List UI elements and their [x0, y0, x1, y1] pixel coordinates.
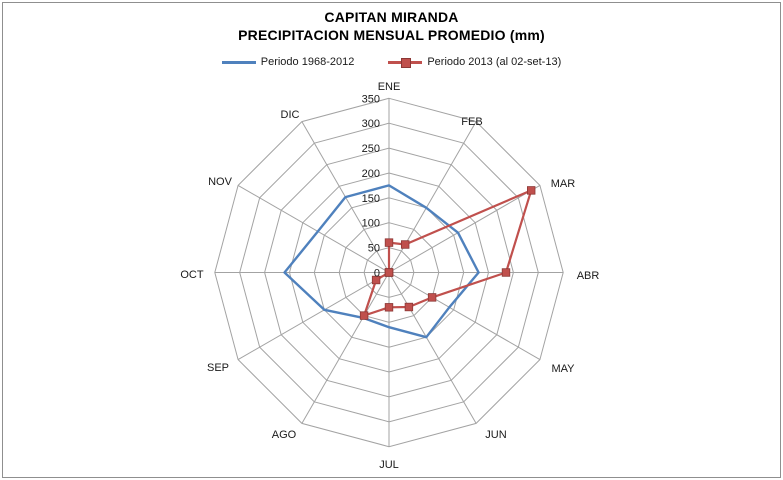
- category-label-DIC: DIC: [281, 109, 300, 121]
- radial-tick-label-100: 100: [362, 218, 380, 230]
- radial-tick-label-150: 150: [362, 193, 380, 205]
- radial-tick-label-300: 300: [362, 118, 380, 130]
- radial-tick-label-350: 350: [362, 93, 380, 105]
- data-marker-JUN: [404, 302, 414, 312]
- radial-tick-label-200: 200: [362, 168, 380, 180]
- data-marker-FEB: [400, 240, 410, 249]
- legend-line-marker-swatch-red: [388, 57, 423, 68]
- legend-line-swatch-blue: [221, 58, 256, 67]
- category-label-JUL: JUL: [379, 459, 399, 471]
- data-marker-JUL: [384, 303, 394, 312]
- data-marker-ABR: [501, 268, 511, 277]
- category-label-MAY: MAY: [551, 363, 575, 375]
- legend-label: Periodo 1968-2012: [260, 56, 355, 68]
- category-label-JUN: JUN: [485, 429, 506, 441]
- legend-item-periodo-1968-2012: Periodo 1968-2012: [221, 56, 355, 68]
- legend-item-periodo-2013: Periodo 2013 (al 02-set-13): [388, 56, 561, 68]
- category-label-NOV: NOV: [208, 176, 233, 188]
- data-marker-DIC: [384, 268, 394, 277]
- radial-tick-label-0: 0: [374, 268, 380, 280]
- chart-title-line2: PRECIPITACION MENSUAL PROMEDIO (mm): [238, 27, 545, 43]
- category-label-ENE: ENE: [378, 81, 401, 93]
- data-marker-ENE: [384, 238, 394, 247]
- chart-title-line1: CAPITAN MIRANDA: [324, 9, 459, 25]
- data-marker-MAY: [427, 293, 437, 302]
- radial-tick-label-250: 250: [362, 143, 380, 155]
- axis-spoke-JUN: [388, 272, 477, 424]
- chart-legend: Periodo 1968-2012 Periodo 2013 (al 02-se…: [0, 56, 783, 68]
- axis-spoke-SEP: [237, 272, 390, 361]
- axis-spoke-MAY: [388, 272, 541, 361]
- legend-label: Periodo 2013 (al 02-set-13): [427, 56, 562, 68]
- category-label-OCT: OCT: [180, 269, 204, 281]
- radial-tick-label-50: 50: [368, 243, 380, 255]
- axis-spoke-NOV: [237, 184, 390, 273]
- data-marker-AGO: [359, 311, 369, 320]
- axis-spoke-MAR: [388, 184, 541, 273]
- category-label-FEB: FEB: [461, 116, 482, 128]
- category-label-ABR: ABR: [577, 270, 600, 282]
- series-polygon-periodo-1968-2012: [283, 184, 480, 339]
- data-marker-MAR: [527, 186, 536, 195]
- axis-spoke-AGO: [301, 272, 390, 424]
- chart-title: CAPITAN MIRANDA PRECIPITACION MENSUAL PR…: [0, 8, 783, 44]
- data-marker-SEP: [371, 275, 381, 285]
- category-label-SEP: SEP: [207, 362, 229, 374]
- category-label-MAR: MAR: [551, 178, 576, 190]
- category-label-AGO: AGO: [272, 429, 297, 441]
